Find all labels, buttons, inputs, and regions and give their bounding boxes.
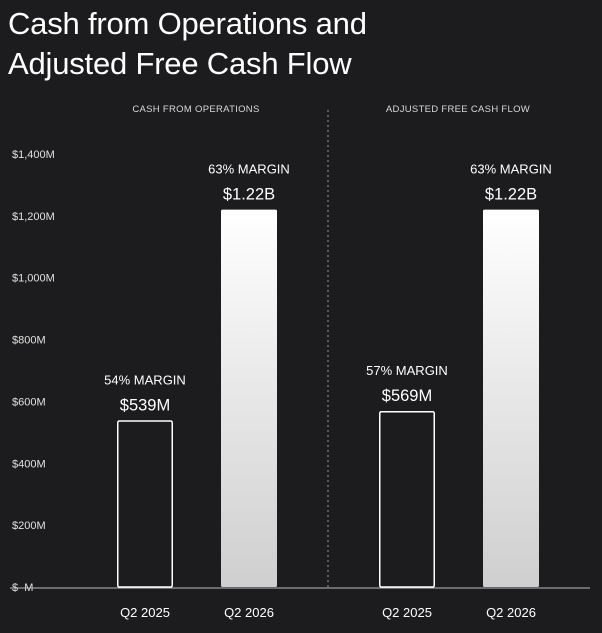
data-label: $1.22B (485, 186, 537, 204)
panel-title-adjusted-free-cash-flow: ADJUSTED FREE CASH FLOW (385, 104, 531, 115)
data-label: $1.22B (223, 186, 275, 204)
margin-label: 57% MARGIN (366, 363, 448, 378)
y-tick-label: $800M (12, 335, 46, 347)
x-tick-label: Q2 2026 (486, 605, 536, 620)
y-tick-label: $400M (12, 458, 46, 470)
y-tick-label: $1,400M (12, 149, 55, 161)
y-tick-label: $200M (12, 520, 46, 532)
margin-label: 63% MARGIN (208, 162, 290, 177)
chart-title: Cash from Operations and Adjusted Free C… (8, 4, 598, 84)
data-label: $569M (382, 387, 432, 405)
bar (379, 411, 435, 588)
chart-title-line-2: Adjusted Free Cash Flow (8, 46, 352, 81)
x-tick-label: Q2 2025 (120, 605, 170, 620)
bar (117, 420, 173, 588)
panel-title-cash-from-operations: CASH FROM OPERATIONS (132, 104, 260, 115)
margin-label: 63% MARGIN (470, 162, 552, 177)
y-tick-label: $1,000M (12, 273, 55, 285)
margin-label: 54% MARGIN (104, 372, 186, 387)
bars: 54% MARGIN $539M Q2 2025 63% MARGIN $1.22B Q2… (104, 162, 552, 620)
data-label: $539M (120, 396, 170, 414)
x-tick-label: Q2 2025 (382, 605, 432, 620)
y-axis: $–M$200M$400M$600M$800M$1,000M$1,200M$1,… (12, 149, 55, 594)
x-tick-label: Q2 2026 (224, 605, 274, 620)
bar (483, 209, 539, 587)
bar (221, 209, 277, 587)
y-tick-label: $600M (12, 396, 46, 408)
chart-title-line-1: Cash from Operations and (8, 6, 367, 41)
y-tick-label: $1,200M (12, 211, 55, 223)
